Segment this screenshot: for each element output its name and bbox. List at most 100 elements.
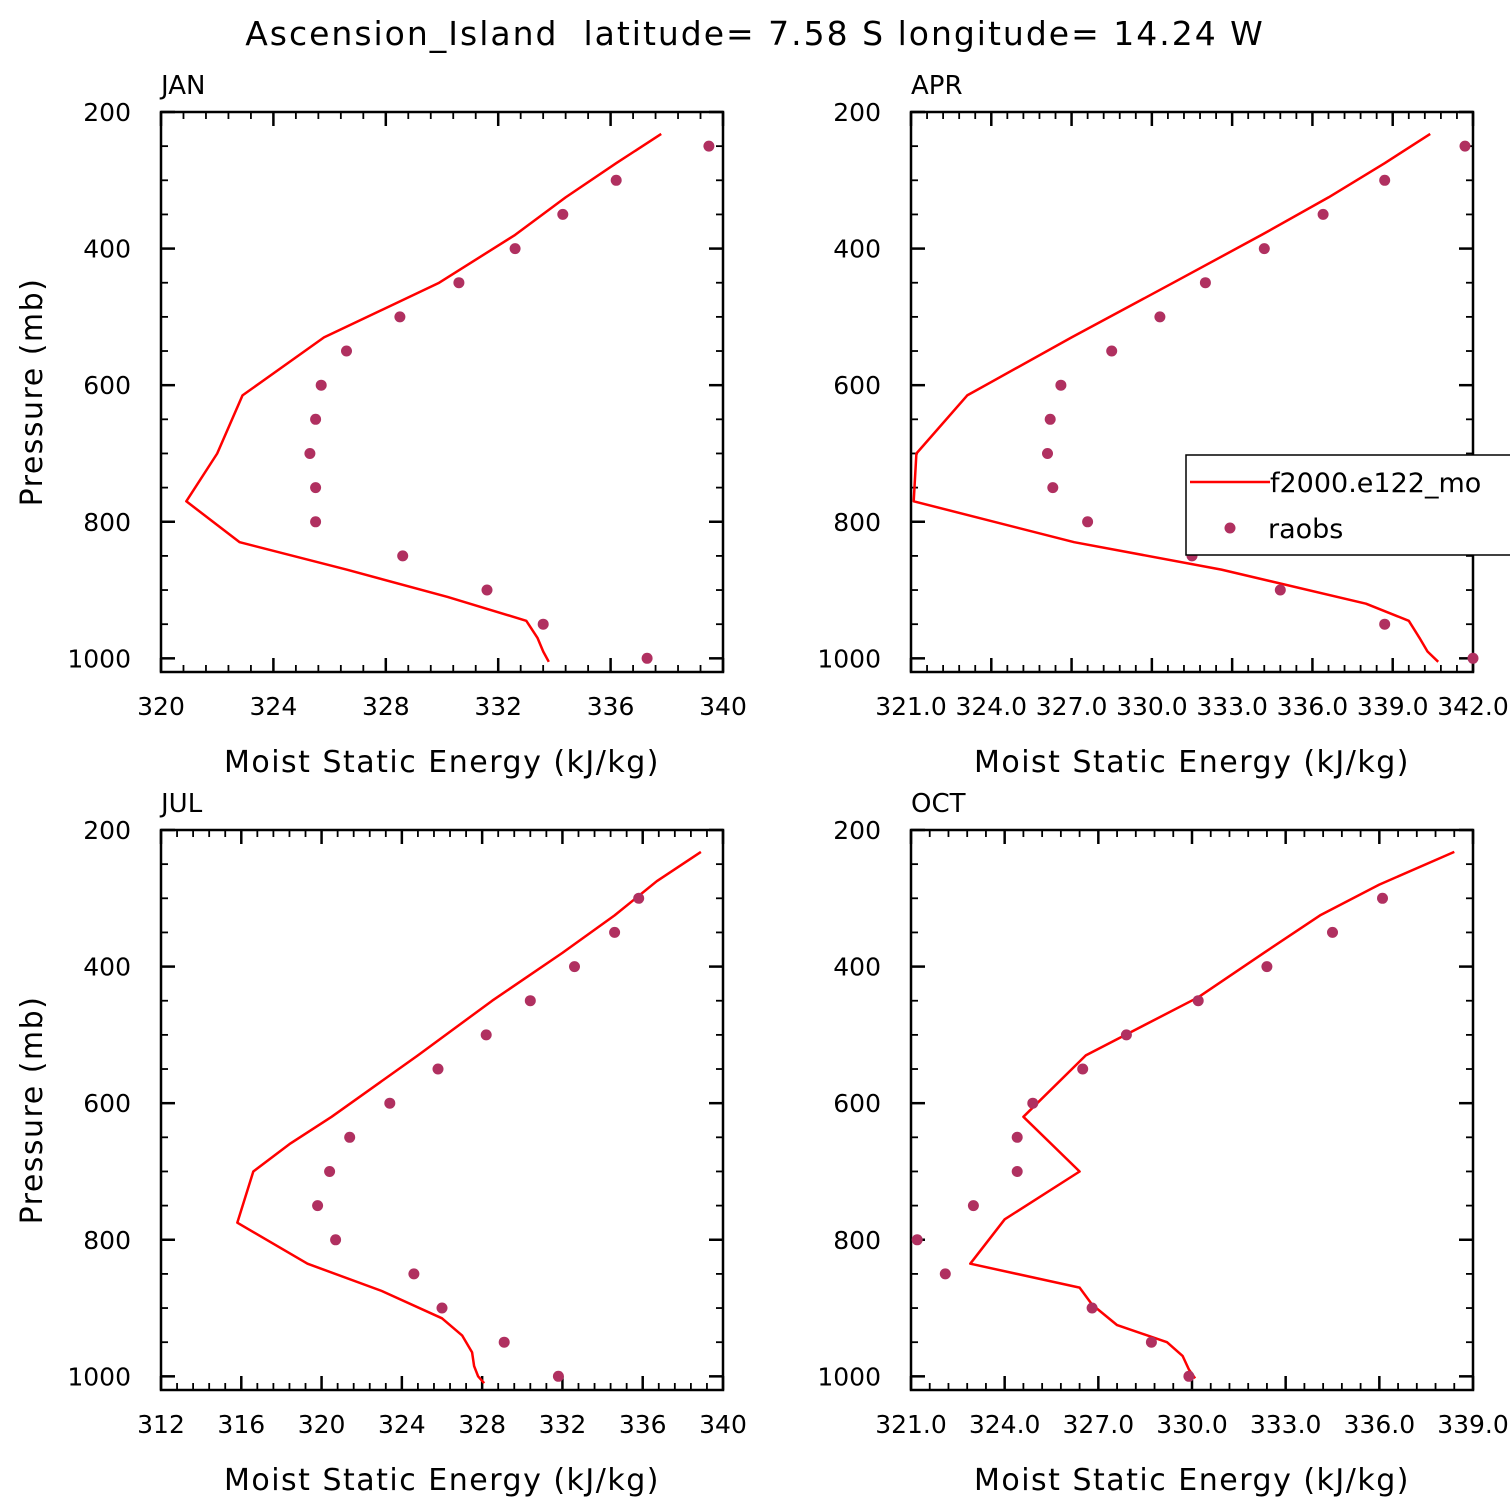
legend-model-label: f2000.e122_mo (1270, 468, 1481, 499)
y-tick-label: 1000 (817, 1362, 881, 1391)
raobs-point (1379, 174, 1391, 186)
x-tick-label: 340 (699, 692, 747, 721)
x-tick-label: 316 (217, 1410, 265, 1439)
y-tick-label: 200 (833, 98, 881, 127)
raobs-point (641, 652, 653, 664)
x-tick-label: 327.0 (1063, 1410, 1135, 1439)
x-tick-label: 332 (539, 1410, 587, 1439)
y-tick-label: 800 (833, 508, 881, 537)
raobs-point (1011, 1166, 1023, 1177)
raobs-point (1011, 1131, 1023, 1143)
raobs-point (1467, 652, 1479, 664)
raobs-point (1027, 1097, 1039, 1109)
x-axis-title: Moist Static Energy (kJ/kg) (974, 745, 1410, 780)
plot-frame (909, 828, 1475, 1392)
x-tick-label: 342.0 (1437, 692, 1509, 721)
legend-box (1185, 454, 1510, 556)
raobs-point (1261, 961, 1273, 973)
model-line (185, 132, 662, 663)
raobs-point (1377, 892, 1388, 904)
raobs-point (609, 926, 621, 938)
y-tick-label: 800 (83, 1226, 131, 1255)
x-tick-label: 339.0 (1357, 692, 1429, 721)
raobs-point (1183, 1370, 1195, 1382)
x-tick-label: 327.0 (1036, 692, 1108, 721)
y-tick-label: 600 (83, 1089, 131, 1118)
raobs-point (397, 550, 409, 562)
plot-frame (159, 828, 725, 1392)
raobs-point (509, 243, 521, 255)
raobs-point (1258, 243, 1270, 255)
raobs-point (569, 961, 580, 973)
figure-title: Ascension_Island latitude= 7.58 S longit… (245, 14, 1265, 53)
panel-oct: OCT 321.0 324.0 327.0 330.0 333.0 336.0 339.0 20… (817, 789, 1508, 1498)
raobs-point (1055, 379, 1067, 391)
y-tick-label: 600 (833, 371, 881, 400)
raobs-point (537, 618, 549, 630)
panel-label: APR (911, 71, 963, 101)
raobs-point (310, 516, 322, 528)
raobs-point (557, 208, 569, 220)
legend-raobs-label: raobs (1268, 514, 1343, 545)
y-tick-label: 1000 (67, 1362, 131, 1391)
raobs-point (1192, 995, 1204, 1007)
raobs-point (312, 1200, 324, 1212)
raobs-point (481, 584, 493, 596)
x-axis-title: Moist Static Energy (kJ/kg) (974, 1463, 1410, 1498)
raobs-point (610, 174, 622, 186)
raobs-point (1199, 277, 1211, 289)
plot-frame (159, 110, 725, 674)
raobs-point (341, 345, 352, 357)
model-line (912, 132, 1440, 663)
raobs-point (1120, 1029, 1132, 1041)
x-tick-label: 321.0 (875, 1410, 947, 1439)
x-tick-label: 333.0 (1196, 692, 1268, 721)
raobs-point (344, 1131, 356, 1143)
raobs-point (1106, 345, 1118, 357)
y-tick-label: 600 (83, 371, 131, 400)
panel-jul: JUL 312 316 320 324 328 332 336 340 200 400 600 800 1… (15, 789, 747, 1498)
x-tick-label: 328 (458, 1410, 506, 1439)
raobs-point (1379, 618, 1391, 630)
raobs-point (911, 1234, 923, 1246)
raobs-point (436, 1302, 448, 1314)
raobs-point (524, 995, 536, 1007)
raobs-point (1077, 1063, 1089, 1075)
x-tick-label: 332 (474, 692, 522, 721)
panel-jan: JAN 320 324 328 332 336 340 200 400 600 800 1000 Moi… (15, 71, 747, 780)
y-axis-title: Pressure (mb) (15, 996, 50, 1225)
panel-label: JUL (159, 789, 203, 819)
raobs-point (330, 1234, 342, 1246)
raobs-point (1044, 413, 1056, 425)
raobs-point (1042, 448, 1053, 459)
x-axis-title: Moist Static Energy (kJ/kg) (224, 745, 660, 780)
x-axis-title: Moist Static Energy (kJ/kg) (224, 1463, 660, 1498)
x-tick-label: 333.0 (1250, 1410, 1322, 1439)
raobs-point (1154, 311, 1166, 323)
raobs-point (1274, 584, 1286, 596)
raobs-point (408, 1268, 420, 1280)
y-tick-label: 400 (833, 235, 881, 264)
x-tick-label: 324 (378, 1410, 426, 1439)
raobs-point (310, 482, 322, 494)
y-tick-label: 200 (833, 816, 881, 845)
x-tick-label: 312 (137, 1410, 185, 1439)
x-tick-label: 339.0 (1437, 1410, 1509, 1439)
x-tick-label: 330.0 (1116, 692, 1188, 721)
raobs-point (1459, 140, 1471, 152)
raobs-point (703, 140, 715, 152)
raobs-point (633, 892, 645, 904)
legend: f2000.e122_mo raobs (1185, 454, 1510, 556)
x-tick-label: 324.0 (969, 1410, 1041, 1439)
panel-label: OCT (911, 789, 966, 819)
raobs-point (1082, 516, 1094, 528)
y-tick-label: 600 (833, 1089, 881, 1118)
raobs-point (384, 1097, 396, 1109)
x-tick-label: 324.0 (955, 692, 1027, 721)
x-tick-label: 321.0 (875, 692, 947, 721)
raobs-point (1145, 1336, 1157, 1348)
legend-raobs-dot (1224, 522, 1236, 534)
panel-apr: APR 321.0 324.0 327.0 330.0 333.0 336.0 339.0 34… (817, 71, 1508, 780)
raobs-point (1047, 482, 1059, 494)
